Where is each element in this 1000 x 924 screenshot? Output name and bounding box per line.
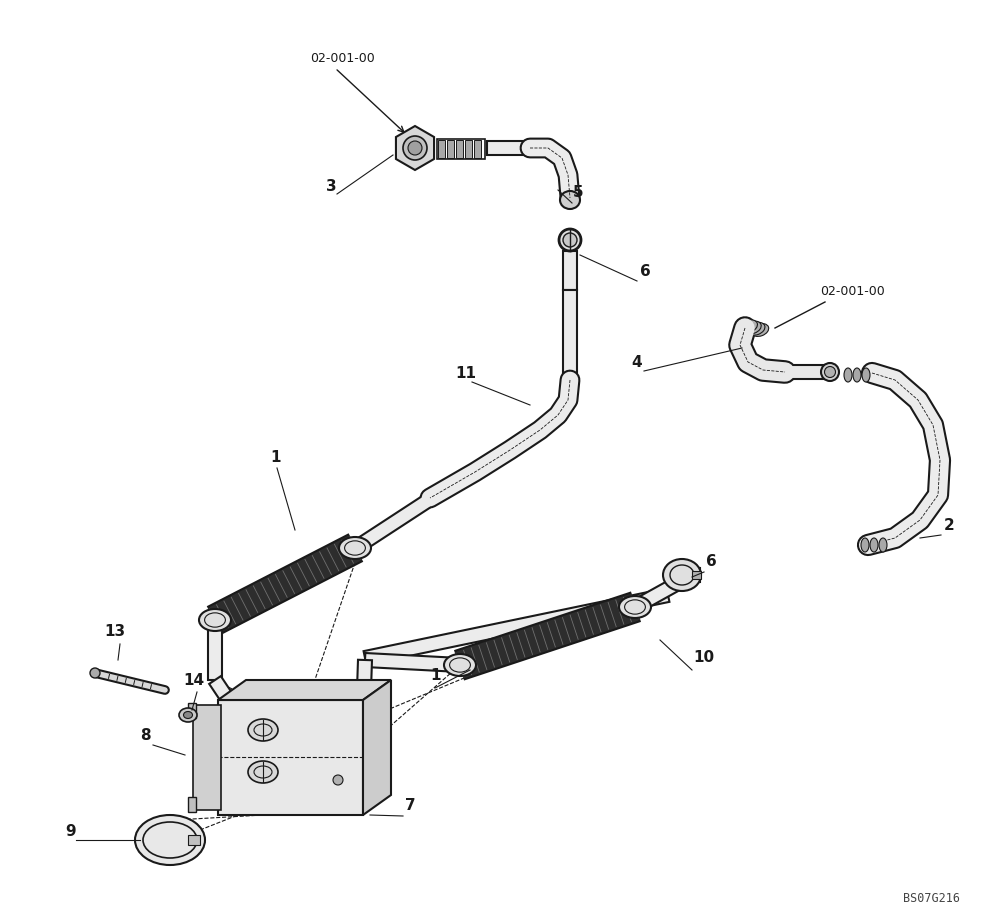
Polygon shape: [632, 576, 683, 614]
Ellipse shape: [559, 229, 581, 251]
Polygon shape: [455, 593, 640, 679]
Ellipse shape: [663, 559, 701, 591]
Polygon shape: [563, 290, 577, 380]
Ellipse shape: [135, 815, 205, 865]
Ellipse shape: [619, 596, 651, 618]
Polygon shape: [785, 365, 825, 379]
Ellipse shape: [90, 668, 100, 678]
Text: 6: 6: [640, 264, 651, 279]
Ellipse shape: [748, 322, 765, 335]
Text: 11: 11: [455, 366, 476, 381]
Bar: [438, 140, 445, 158]
Ellipse shape: [248, 761, 278, 783]
Text: 5: 5: [573, 185, 584, 200]
Ellipse shape: [740, 320, 757, 333]
Text: 4: 4: [631, 355, 642, 370]
Polygon shape: [356, 660, 372, 720]
Ellipse shape: [879, 538, 887, 552]
Polygon shape: [563, 251, 577, 290]
Text: 6: 6: [706, 554, 717, 569]
Ellipse shape: [870, 538, 878, 552]
Bar: [188, 703, 196, 718]
Polygon shape: [209, 676, 241, 714]
Ellipse shape: [563, 233, 577, 247]
Text: BS07G216: BS07G216: [903, 892, 960, 905]
Bar: [456, 140, 463, 158]
Ellipse shape: [862, 368, 870, 382]
Text: 1: 1: [270, 450, 280, 465]
Polygon shape: [363, 680, 391, 815]
Text: 13: 13: [104, 624, 125, 639]
Text: 9: 9: [65, 824, 76, 839]
Ellipse shape: [821, 363, 839, 381]
Polygon shape: [487, 141, 530, 155]
Ellipse shape: [184, 711, 192, 719]
Text: 02-001-00: 02-001-00: [310, 52, 375, 65]
Polygon shape: [218, 700, 363, 815]
Ellipse shape: [824, 367, 836, 378]
Ellipse shape: [408, 141, 422, 155]
Text: 02-001-00: 02-001-00: [820, 285, 885, 298]
Text: 1: 1: [430, 668, 440, 683]
Polygon shape: [680, 568, 700, 582]
Ellipse shape: [339, 537, 371, 559]
Polygon shape: [208, 535, 362, 633]
Bar: [692, 571, 701, 579]
Polygon shape: [208, 620, 222, 680]
Bar: [447, 140, 454, 158]
Text: 2: 2: [944, 518, 955, 533]
Bar: [188, 835, 200, 845]
Ellipse shape: [199, 609, 231, 631]
Ellipse shape: [744, 321, 761, 334]
Ellipse shape: [179, 708, 197, 722]
Ellipse shape: [853, 368, 861, 382]
Ellipse shape: [560, 191, 580, 209]
Bar: [465, 140, 472, 158]
Text: 8: 8: [140, 728, 151, 743]
Text: 10: 10: [693, 650, 714, 665]
Ellipse shape: [403, 136, 427, 160]
Polygon shape: [218, 680, 391, 700]
Text: 7: 7: [405, 798, 416, 813]
Ellipse shape: [444, 654, 476, 676]
Ellipse shape: [248, 719, 278, 741]
Text: 14: 14: [183, 673, 204, 688]
Polygon shape: [356, 492, 436, 551]
Bar: [193, 705, 221, 810]
Ellipse shape: [751, 323, 769, 336]
Bar: [188, 797, 196, 812]
Polygon shape: [364, 589, 669, 665]
Polygon shape: [365, 653, 460, 672]
Ellipse shape: [333, 775, 343, 785]
Bar: [437, 139, 485, 159]
Bar: [474, 140, 481, 158]
Text: 3: 3: [326, 179, 337, 194]
Ellipse shape: [844, 368, 852, 382]
Ellipse shape: [861, 538, 869, 552]
